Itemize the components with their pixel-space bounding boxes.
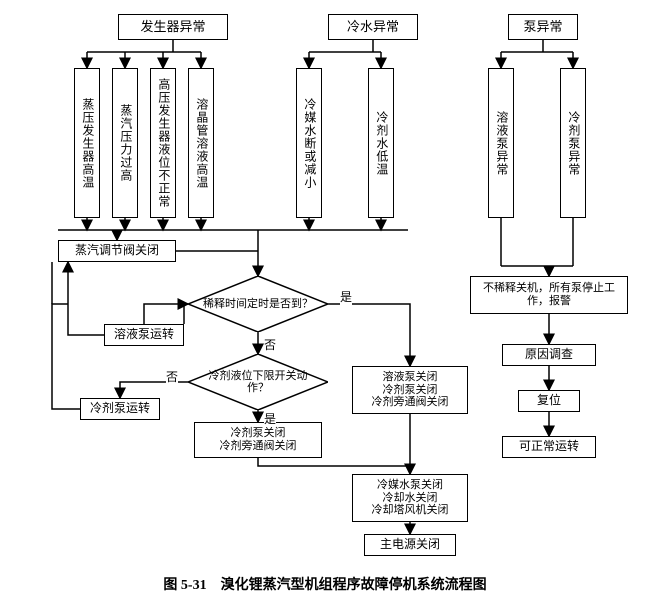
process-label: 溶液泵运转 [114, 328, 174, 342]
process-label: 复位 [537, 394, 561, 408]
flowchart-canvas: 发生器异常 冷水异常 泵异常 蒸压发生器高温 蒸汽压力过高 高压发生器液位不正常… [8, 8, 642, 608]
normal-operation: 可正常运转 [502, 436, 596, 458]
sub-label: 蒸压发生器高温 [80, 98, 94, 189]
figure-caption: 图 5-31 溴化锂蒸汽型机组程序故障停机系统流程图 [8, 574, 642, 594]
header-coldwater: 冷水异常 [328, 14, 418, 40]
cooling-close: 冷媒水泵关闭 冷却水关闭 冷却塔风机关闭 [352, 474, 468, 522]
sub-label: 溶液泵异常 [494, 111, 508, 176]
reset: 复位 [518, 390, 580, 412]
sub-g2: 蒸汽压力过高 [112, 68, 138, 218]
solution-close: 溶液泵关闭 冷剂泵关闭 冷剂旁通阀关闭 [352, 366, 468, 414]
process-label: 主电源关闭 [380, 538, 440, 552]
edge-label-no: 否 [166, 368, 178, 385]
decision-label: 冷剂液位下限开关动作？ [202, 370, 314, 394]
sub-p1: 溶液泵异常 [488, 68, 514, 218]
investigate-cause: 原因调查 [502, 344, 596, 366]
sub-c2: 冷剂水低温 [368, 68, 394, 218]
edge-label-no: 否 [264, 336, 276, 353]
process-label: 可正常运转 [519, 440, 579, 454]
header-pump: 泵异常 [508, 14, 578, 40]
sub-g4: 溶晶管溶液高温 [188, 68, 214, 218]
process-label: 冷媒水泵关闭 冷却水关闭 冷却塔风机关闭 [372, 479, 449, 517]
refrigerant-pump-run: 冷剂泵运转 [80, 398, 160, 420]
refrigerant-close: 冷剂泵关闭 冷剂旁通阀关闭 [194, 422, 322, 458]
process-label: 不稀释关机，所有泵停止工作，报警 [473, 282, 625, 307]
sub-label: 冷媒水断或减小 [302, 98, 316, 189]
sub-label: 冷剂泵异常 [566, 111, 580, 176]
header-label: 发生器异常 [140, 20, 205, 35]
edge-label-yes: 是 [264, 410, 276, 427]
sub-label: 溶晶管溶液高温 [194, 98, 208, 189]
sub-label: 高压发生器液位不正常 [156, 78, 170, 208]
process-label: 蒸汽调节阀关闭 [75, 244, 159, 258]
process-label: 原因调查 [525, 348, 573, 362]
process-label: 冷剂泵运转 [90, 402, 150, 416]
process-label: 冷剂泵关闭 冷剂旁通阀关闭 [220, 427, 297, 452]
sub-label: 蒸汽压力过高 [118, 104, 132, 182]
sub-c1: 冷媒水断或减小 [296, 68, 322, 218]
solution-pump-run: 溶液泵运转 [104, 324, 184, 346]
decision-refrigerant-level: 冷剂液位下限开关动作？ [188, 354, 328, 410]
main-power-off: 主电源关闭 [364, 534, 456, 556]
sub-g3: 高压发生器液位不正常 [150, 68, 176, 218]
header-label: 冷水异常 [347, 20, 399, 35]
no-dilute-alarm: 不稀释关机，所有泵停止工作，报警 [470, 276, 628, 314]
steam-valve-closed: 蒸汽调节阀关闭 [58, 240, 176, 262]
sub-g1: 蒸压发生器高温 [74, 68, 100, 218]
sub-p2: 冷剂泵异常 [560, 68, 586, 218]
header-generator: 发生器异常 [118, 14, 228, 40]
process-label: 溶液泵关闭 冷剂泵关闭 冷剂旁通阀关闭 [372, 371, 449, 409]
header-label: 泵异常 [523, 20, 562, 35]
decision-dilute-timer: 稀释时间定时是否到？ [188, 276, 328, 332]
decision-label: 稀释时间定时是否到？ [203, 298, 313, 310]
sub-label: 冷剂水低温 [374, 111, 388, 176]
edge-label-yes: 是 [340, 288, 352, 305]
